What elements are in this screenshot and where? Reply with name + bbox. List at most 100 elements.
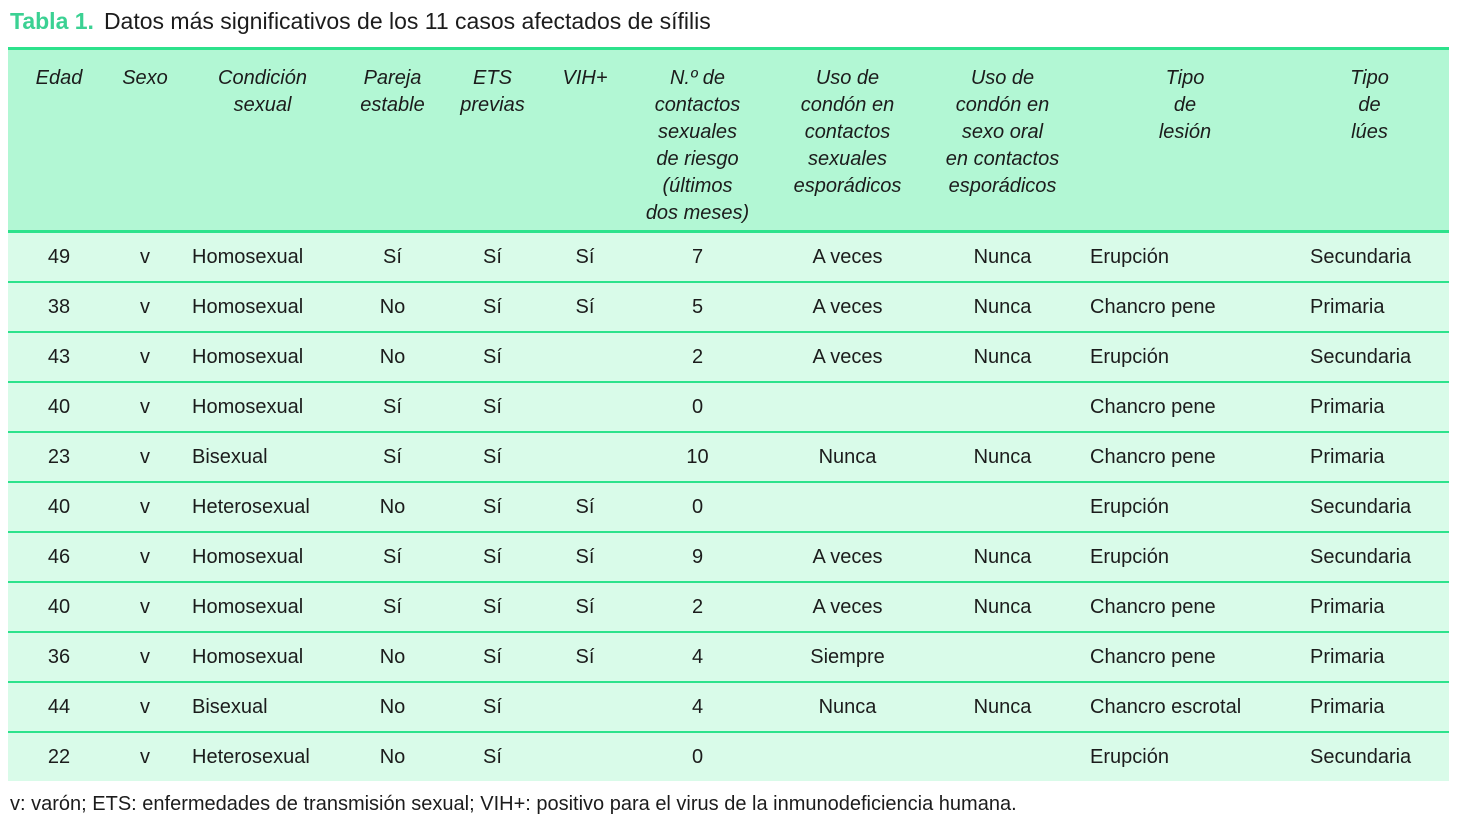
table-cell-condicion-sexual: Homosexual xyxy=(192,295,304,318)
table-cell-sexo: v xyxy=(140,495,150,518)
table-footnote: v: varón; ETS: enfermedades de transmisi… xyxy=(10,793,1017,815)
table-cell-ets-previas: Sí xyxy=(483,245,502,268)
table-cell-contactos-riesgo: 0 xyxy=(691,395,704,418)
table-row: 46 v Homosexual Sí Sí Sí 9 A veces Nunca Erupción… xyxy=(8,531,1449,581)
column-header-edad: Edad xyxy=(35,67,83,89)
table-cell-tipo-lesion: Erupción xyxy=(1090,745,1169,768)
table-cell-tipo-lesion: Erupción xyxy=(1090,245,1169,268)
table-cell-pareja-estable: No xyxy=(379,345,406,368)
table-cell-condon-oral: Nunca xyxy=(973,695,1032,718)
table-cell-tipo-lues: Primaria xyxy=(1310,595,1385,618)
table-cell-contactos-riesgo: 7 xyxy=(691,245,704,268)
table-cell-ets-previas: Sí xyxy=(483,645,502,668)
table-row: 49 v Homosexual Sí Sí Sí 7 A veces Nunca Erupción… xyxy=(8,233,1449,281)
table-title-text: Datos más significativos de los 11 casos… xyxy=(103,8,711,34)
table-cell-vih xyxy=(545,383,625,431)
table-cell-tipo-lesion: Erupción xyxy=(1090,495,1169,518)
column-header-contactos-riesgo: N.º de contactos sexuales de riesgo (últ… xyxy=(645,67,750,224)
table-cell-tipo-lesion: Chancro escrotal xyxy=(1090,695,1242,718)
table-row: 36 v Homosexual No Sí Sí 4 Siempre Chancro pene P… xyxy=(8,631,1449,681)
table-cell-tipo-lues: Primaria xyxy=(1310,695,1385,718)
table-row: 40 v Homosexual Sí Sí Sí 2 A veces Nunca Chancro … xyxy=(8,581,1449,631)
data-table: Edad Sexo Condición sexual Pareja estable ET… xyxy=(8,47,1449,781)
table-cell-condon-oral: Nunca xyxy=(973,295,1032,318)
table-cell-contactos-riesgo: 2 xyxy=(691,595,704,618)
table-cell-tipo-lesion: Erupción xyxy=(1090,545,1169,568)
table-cell-sexo: v xyxy=(140,545,150,568)
column-header-ets-previas: ETS previas xyxy=(460,67,525,116)
table-cell-contactos-riesgo: 4 xyxy=(691,695,704,718)
table-cell-condon-oral: Nunca xyxy=(973,345,1032,368)
table-cell-condon-oral: Nunca xyxy=(973,545,1032,568)
table-cell-condon-contactos: A veces xyxy=(812,245,883,268)
table-cell-edad: 22 xyxy=(47,745,71,768)
table-cell-condon-oral: Nunca xyxy=(973,445,1032,468)
table-cell-pareja-estable: No xyxy=(379,295,406,318)
table-cell-edad: 43 xyxy=(47,345,71,368)
table-row: 44 v Bisexual No Sí 4 Nunca Nunca Chancro escrot… xyxy=(8,681,1449,731)
table-cell-sexo: v xyxy=(140,345,150,368)
table-cell-condon-contactos: Siempre xyxy=(810,645,885,668)
table-cell-condicion-sexual: Homosexual xyxy=(192,645,304,668)
table-row: 40 v Homosexual Sí Sí 0 Chancro pene Primaria xyxy=(8,381,1449,431)
table-cell-vih xyxy=(545,683,625,731)
table-cell-sexo: v xyxy=(140,695,150,718)
table-cell-ets-previas: Sí xyxy=(483,495,502,518)
table-cell-tipo-lues: Primaria xyxy=(1310,395,1385,418)
table-cell-condon-contactos: A veces xyxy=(812,545,883,568)
column-header-condicion-sexual: Condición sexual xyxy=(218,67,307,116)
table-cell-edad: 44 xyxy=(47,695,71,718)
table-cell-tipo-lesion: Chancro pene xyxy=(1090,645,1216,668)
table-cell-pareja-estable: No xyxy=(379,695,406,718)
table-cell-sexo: v xyxy=(140,395,150,418)
table-cell-tipo-lues: Primaria xyxy=(1310,445,1385,468)
table-cell-pareja-estable: Sí xyxy=(383,545,402,568)
table-cell-edad: 49 xyxy=(47,245,71,268)
table-cell-condon-oral xyxy=(925,733,1080,781)
table-cell-ets-previas: Sí xyxy=(483,595,502,618)
table-body: 49 v Homosexual Sí Sí Sí 7 A veces Nunca Erupción… xyxy=(8,233,1449,781)
table-cell-tipo-lues: Secundaria xyxy=(1310,345,1412,368)
table-cell-edad: 40 xyxy=(47,495,71,518)
table-cell-ets-previas: Sí xyxy=(483,395,502,418)
table-cell-tipo-lesion: Chancro pene xyxy=(1090,395,1216,418)
table-cell-condicion-sexual: Homosexual xyxy=(192,245,304,268)
table-cell-condicion-sexual: Bisexual xyxy=(192,695,268,718)
table-cell-condon-oral xyxy=(925,483,1080,531)
table-cell-condon-contactos: Nunca xyxy=(818,695,877,718)
table-row: 40 v Heterosexual No Sí Sí 0 Erupción Secundaria xyxy=(8,481,1449,531)
table-cell-contactos-riesgo: 2 xyxy=(691,345,704,368)
table-cell-condicion-sexual: Bisexual xyxy=(192,445,268,468)
column-header-sexo: Sexo xyxy=(122,67,168,89)
table-cell-contactos-riesgo: 4 xyxy=(691,645,704,668)
table-cell-edad: 23 xyxy=(47,445,71,468)
table-cell-contactos-riesgo: 10 xyxy=(686,445,709,468)
table-cell-contactos-riesgo: 0 xyxy=(691,495,704,518)
table-cell-vih xyxy=(545,733,625,781)
table-cell-contactos-riesgo: 9 xyxy=(691,545,704,568)
table-cell-contactos-riesgo: 5 xyxy=(691,295,704,318)
table-cell-edad: 36 xyxy=(47,645,71,668)
table-title: Tabla 1. Datos más significativos de los … xyxy=(10,8,711,35)
table-cell-ets-previas: Sí xyxy=(483,695,502,718)
table-cell-vih: Sí xyxy=(575,645,595,668)
table-cell-condon-oral xyxy=(925,633,1080,681)
table-cell-condicion-sexual: Homosexual xyxy=(192,345,304,368)
table-cell-edad: 40 xyxy=(47,395,71,418)
table-cell-condon-oral: Nunca xyxy=(973,245,1032,268)
column-header-tipo-lesion: Tipo de lesión xyxy=(1158,67,1212,143)
table-cell-pareja-estable: Sí xyxy=(383,445,402,468)
table-cell-condicion-sexual: Homosexual xyxy=(192,395,304,418)
table-cell-edad: 40 xyxy=(47,595,71,618)
table-cell-condon-contactos xyxy=(770,733,925,781)
column-header-pareja-estable: Pareja estable xyxy=(360,67,425,116)
table-cell-tipo-lesion: Chancro pene xyxy=(1090,595,1216,618)
table-cell-pareja-estable: No xyxy=(379,745,406,768)
table-row: 43 v Homosexual No Sí 2 A veces Nunca Erupción Se… xyxy=(8,331,1449,381)
table-cell-edad: 46 xyxy=(47,545,71,568)
table-cell-tipo-lues: Primaria xyxy=(1310,295,1385,318)
column-header-condon-contactos: Uso de condón en contactos sexuales espo… xyxy=(793,67,902,197)
table-cell-sexo: v xyxy=(140,645,150,668)
table-cell-vih xyxy=(545,433,625,481)
table-cell-tipo-lues: Secundaria xyxy=(1310,545,1412,568)
